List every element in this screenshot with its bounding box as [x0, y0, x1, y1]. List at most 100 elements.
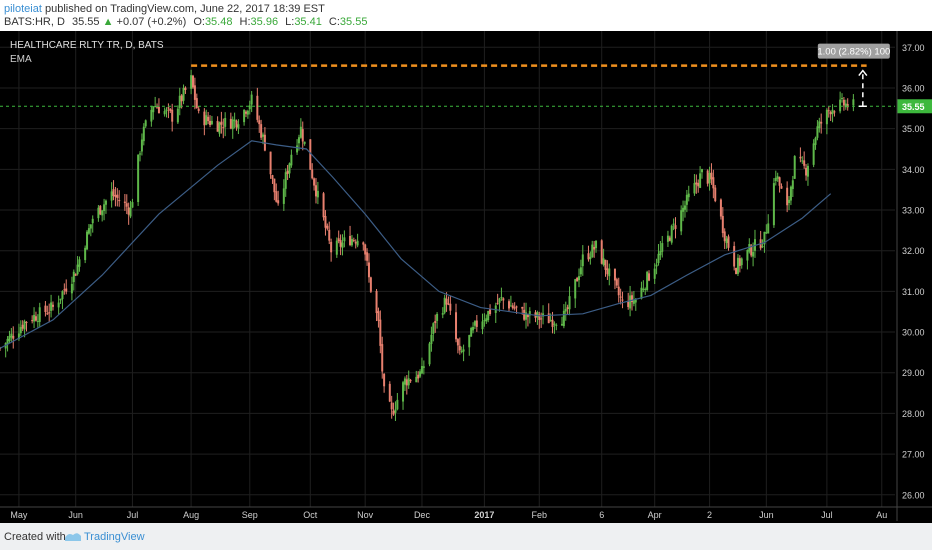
candle-body: [299, 126, 302, 138]
candle-body: [680, 210, 683, 232]
candle-body: [653, 268, 656, 279]
candle-body: [383, 373, 386, 387]
candle-body: [736, 257, 739, 274]
candle-body: [526, 314, 529, 318]
candle-body: [97, 207, 100, 219]
candle-body: [309, 139, 312, 170]
x-tick-label: 2017: [474, 510, 494, 520]
candle-body: [176, 108, 179, 123]
ohlc-line: BATS:HR, D 35.55 ▲ +0.07 (+0.2%) O:35.48…: [4, 16, 367, 28]
candle-body: [521, 306, 524, 309]
candle-body: [256, 95, 259, 120]
chart-svg[interactable]: 1.00 (2.82%) 100 35.55 26.00 27.00 28.00 29.…: [0, 31, 932, 523]
x-tick-label: Feb: [532, 510, 548, 520]
candle-body: [112, 189, 115, 196]
candle-body: [844, 103, 847, 108]
candle-body: [710, 172, 713, 180]
candle-body: [700, 169, 703, 173]
candle-body: [420, 366, 423, 374]
candle-body: [793, 156, 796, 179]
candle-body: [500, 296, 503, 298]
x-tick-label: 2: [707, 510, 712, 520]
candle-body: [825, 109, 828, 125]
candle-body: [262, 134, 265, 137]
candle-body: [806, 165, 809, 177]
candle-body: [772, 183, 775, 226]
candle-body: [593, 246, 596, 250]
candle-body: [576, 277, 579, 282]
candle-body: [89, 224, 92, 229]
candle-body: [65, 288, 68, 292]
candle-body: [485, 318, 488, 322]
candle-body: [19, 327, 22, 334]
y-tick-label: 26.00: [902, 490, 925, 500]
candle-body: [61, 291, 64, 300]
candle-body: [375, 290, 378, 314]
candle-body: [642, 288, 645, 290]
x-tick-label: Aug: [183, 510, 199, 520]
candle-body: [719, 199, 722, 217]
candle-body: [462, 349, 465, 352]
candle-body: [456, 339, 459, 346]
candle-body: [509, 305, 512, 307]
candle-body: [403, 378, 406, 385]
candle-body: [405, 379, 408, 386]
candle-body: [116, 194, 119, 198]
candle-body: [407, 378, 410, 386]
candle-body: [551, 319, 554, 327]
candle-body: [820, 121, 823, 124]
price-tag-box: [897, 99, 932, 114]
candle-body: [269, 151, 272, 175]
y-tick-label: 27.00: [902, 450, 925, 460]
candle-body: [224, 117, 227, 127]
candle-body: [648, 273, 651, 281]
candle-body: [646, 271, 649, 290]
candle-body: [740, 258, 743, 266]
candle-body: [330, 241, 333, 253]
candle-body: [140, 139, 143, 152]
candle-body: [301, 129, 304, 142]
high-value: 35.96: [250, 16, 279, 28]
candle-body: [750, 245, 753, 256]
candle-body: [402, 382, 405, 402]
candle-body: [763, 231, 766, 245]
candle-body: [579, 267, 582, 275]
author-link[interactable]: piloteiat: [4, 3, 42, 15]
candle-body: [103, 204, 106, 212]
candle-body: [237, 124, 240, 129]
candle-body: [184, 87, 187, 91]
candle-body: [114, 194, 117, 198]
candle-body: [322, 193, 325, 218]
candle-body: [602, 258, 605, 265]
candle-body: [852, 99, 855, 106]
candle-body: [356, 240, 359, 246]
candle-body: [392, 410, 395, 415]
candle-body: [417, 374, 420, 379]
footer-brand-link[interactable]: TradingView: [84, 531, 145, 543]
candle-body: [670, 225, 673, 243]
x-tick-label: Apr: [648, 510, 662, 520]
candle-body: [528, 311, 531, 316]
candle-body: [447, 303, 450, 305]
candle-body: [33, 314, 36, 322]
candle-body: [608, 268, 611, 277]
candle-body: [273, 178, 276, 193]
candle-body: [640, 287, 643, 299]
candle-body: [235, 120, 238, 128]
candle-body: [349, 235, 352, 245]
candle-body: [419, 371, 422, 377]
x-tick-label: Dec: [414, 510, 431, 520]
candle-body: [468, 335, 471, 348]
chart-area[interactable]: 1.00 (2.82%) 100 35.55 26.00 27.00 28.00 29.…: [0, 31, 932, 523]
candle-body: [362, 242, 365, 245]
candle-body: [203, 111, 206, 126]
candle-body: [354, 242, 357, 244]
candle-body: [632, 300, 635, 304]
candle-body: [231, 119, 234, 130]
x-tick-label: Oct: [303, 510, 318, 520]
candle-body: [379, 319, 382, 346]
candle-body: [131, 202, 134, 208]
candle-body: [472, 327, 475, 331]
candle-body: [483, 320, 486, 322]
candle-body: [335, 240, 338, 255]
